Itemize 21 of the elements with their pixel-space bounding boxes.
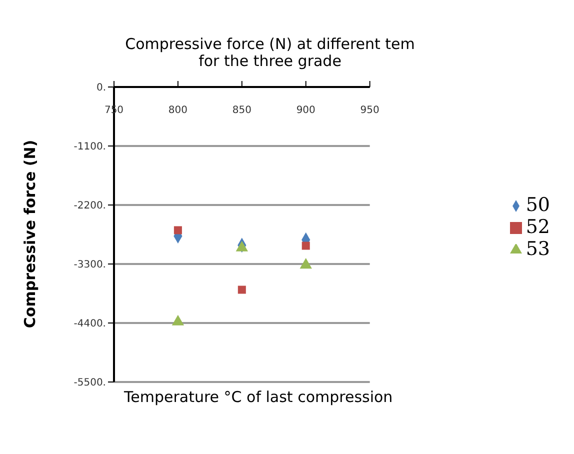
point [300, 258, 312, 269]
legend-label: 52 [526, 216, 550, 238]
point [302, 242, 310, 250]
x-tick-label: 950 [360, 105, 380, 116]
point [238, 286, 246, 294]
y-tick-label: -1100. [74, 142, 106, 153]
legend-label: 53 [526, 238, 550, 260]
x-tick-label: 900 [296, 105, 316, 116]
legend-label: 50 [526, 194, 550, 216]
y-tick-label: -4400. [74, 318, 106, 330]
chart-title: Compressive force (N) at different tem for the three grade [124, 35, 416, 70]
y-tick-label: -5500. [74, 378, 106, 389]
x-axis-title: Temperature °C of last compression [123, 388, 394, 406]
y-tick-label: 0. [96, 82, 106, 94]
y-tick-label: -2200. [74, 200, 106, 212]
point [174, 226, 182, 234]
x-tick-label: 800 [168, 105, 188, 116]
point [172, 314, 184, 326]
y-axis-title: Compressive force (N) [21, 140, 39, 328]
y-tick-label: -3300. [74, 260, 106, 271]
x-tick-label: 850 [232, 105, 252, 116]
